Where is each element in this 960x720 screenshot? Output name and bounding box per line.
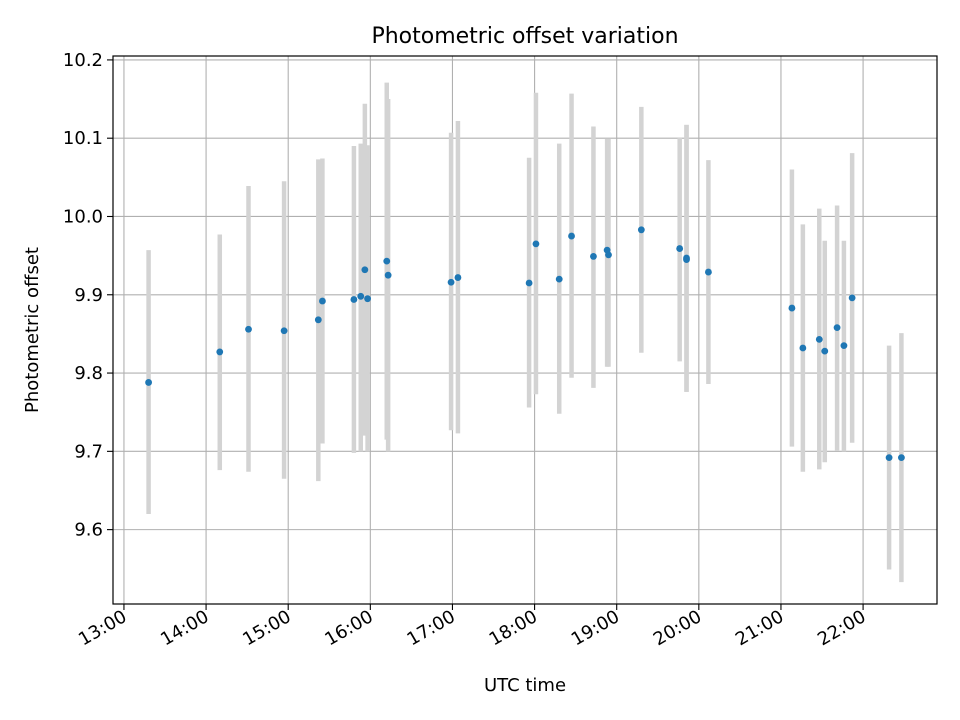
- data-point: [848, 294, 856, 302]
- data-point: [683, 256, 690, 263]
- data-point: [364, 295, 371, 303]
- data-point: [568, 232, 575, 240]
- data-point: [384, 271, 392, 279]
- data-point: [532, 240, 540, 248]
- y-tick-label: 9.9: [74, 285, 103, 306]
- data-point: [788, 304, 796, 312]
- data-point: [555, 275, 563, 283]
- chart-title: Photometric offset variation: [371, 24, 678, 49]
- data-points: [145, 226, 905, 462]
- data-point: [590, 253, 597, 260]
- data-point: [821, 347, 829, 355]
- y-axis-label: Photometric offset: [22, 247, 43, 413]
- data-point: [885, 454, 893, 462]
- data-point: [676, 245, 684, 252]
- y-tick-label: 9.7: [74, 441, 103, 462]
- data-point: [799, 344, 807, 352]
- data-point: [833, 324, 841, 332]
- data-point: [357, 292, 365, 300]
- data-point: [605, 251, 612, 259]
- data-point: [314, 316, 322, 324]
- data-point: [145, 379, 152, 386]
- plot-frame: [112, 55, 938, 605]
- data-point: [216, 348, 224, 356]
- y-tick-label: 9.8: [74, 363, 103, 384]
- y-tick-label: 10.2: [63, 50, 103, 71]
- data-point: [525, 279, 533, 287]
- data-point: [815, 335, 823, 343]
- y-tick-label: 10.1: [63, 128, 103, 149]
- data-point: [898, 454, 905, 462]
- data-point: [350, 296, 358, 303]
- data-point: [637, 226, 645, 234]
- data-point: [447, 278, 455, 286]
- data-point: [280, 327, 288, 335]
- data-point: [454, 274, 462, 281]
- data-point: [245, 325, 252, 333]
- y-tick-label: 10.0: [63, 206, 103, 227]
- y-tick-label: 9.6: [74, 520, 103, 541]
- data-point: [361, 266, 369, 274]
- x-axis-label: UTC time: [484, 675, 566, 696]
- data-point: [383, 257, 391, 265]
- data-point: [840, 342, 848, 350]
- data-point: [319, 297, 326, 305]
- y-axis-ticks: 9.6 9.7 9.8 9.9 10.0 10.1 10.2: [63, 50, 113, 541]
- data-point: [705, 268, 712, 276]
